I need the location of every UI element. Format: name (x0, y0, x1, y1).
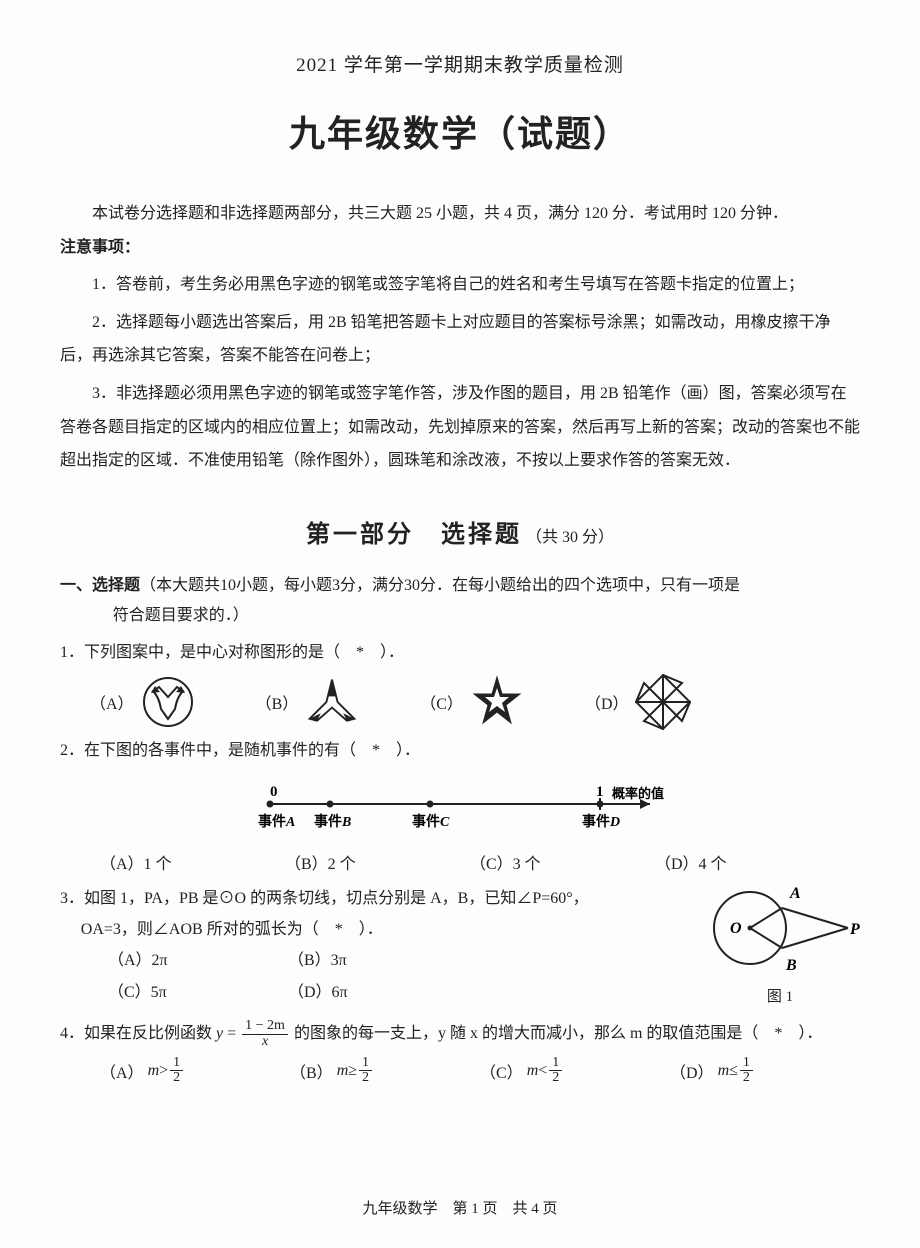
q3-opt-b: （B）3π (288, 945, 468, 977)
q4-opt-a: （A） m > 12 (100, 1056, 290, 1086)
shield-arrows-icon (140, 674, 196, 730)
q1-opt-c: （C） (420, 674, 525, 730)
section-1-title: 第一部分 选择题 （共 30 分） (60, 514, 860, 549)
q3-options: （A）2π （B）3π （C）5π （D）6π (108, 945, 468, 1009)
q1-opt-a: （A） (90, 674, 196, 730)
notice-heading: 注意事项： (60, 231, 860, 265)
section-1-main: 第一部分 选择题 (306, 522, 522, 548)
exam-title: 九年级数学（试题） (60, 105, 860, 157)
svg-text:B: B (785, 957, 797, 974)
svg-text:事件B: 事件B (314, 813, 351, 830)
tripod-star-icon (304, 674, 360, 730)
q2-opt-a: （A）1 个 (100, 850, 285, 874)
five-point-star-icon (469, 674, 525, 730)
q3-opt-d: （D）6π (288, 977, 468, 1009)
q2-numberline: 0 1 概率的值 事件A 事件B 事件C 事件D (60, 782, 860, 840)
exam-page: 2021 学年第一学期期末教学质量检测 九年级数学（试题） 本试卷分选择题和非选… (0, 0, 920, 1248)
exam-header: 2021 学年第一学期期末教学质量检测 (60, 50, 860, 77)
nl-note: 概率的值 (612, 786, 664, 801)
svg-text:事件C: 事件C (412, 813, 450, 830)
q3-line2: OA=3，则∠AOB 所对的弧长为（ * ）． (81, 915, 680, 945)
notice-3: 3．非选择题必须用黑色字迹的钢笔或签字笔作答，涉及作图的题目，用 2B 铅笔作（… (60, 377, 860, 478)
q4-options: （A） m > 12 （B） m ≥ 12 （C） m < 12 （D） m ≤… (100, 1056, 860, 1086)
q4-opt-d: （D） m ≤ 12 (670, 1056, 860, 1086)
q2-text: 2．在下图的各事件中，是随机事件的有（ * ）． (60, 736, 860, 766)
nl-one: 1 (596, 784, 604, 800)
q4-opt-c: （C） m < 12 (480, 1056, 670, 1086)
part-i-line2: 符合题目要求的．） (113, 601, 860, 631)
q4-text: 4．如果在反比例函数 y = 1 − 2m x 的图象的每一支上，y 随 x 的… (60, 1019, 860, 1050)
q1-options: （A） （B） （C） (90, 674, 860, 730)
q4-y: y (216, 1025, 223, 1042)
page-footer: 九年级数学 第 1 页 共 4 页 (0, 1197, 920, 1218)
q1-text: 1．下列图案中，是中心对称图形的是（ * ）． (60, 638, 860, 668)
q4-fraction: 1 − 2m x (242, 1019, 288, 1049)
q1-opt-d: （D） (585, 674, 691, 730)
part-i-label: 一、选择题（本大题共10小题，每小题3分，满分30分．在每小题给出的四个选项中，… (60, 571, 860, 632)
q2-opt-b: （B）2 个 (285, 850, 470, 874)
q3-line1: 3．如图 1，PA，PB 是⊙O 的两条切线，切点分别是 A，B，已知∠P=60… (60, 884, 680, 914)
q3-opt-a: （A）2π (108, 945, 288, 977)
svg-text:A: A (789, 885, 801, 902)
q2-opt-c: （C）3 个 (470, 850, 655, 874)
intro-text: 本试卷分选择题和非选择题两部分，共三大题 25 小题，共 4 页，满分 120 … (60, 197, 860, 231)
pinwheel-square-icon (635, 674, 691, 730)
q2-opt-d: （D）4 个 (655, 850, 840, 874)
svg-text:事件A: 事件A (258, 813, 295, 830)
q3: 3．如图 1，PA，PB 是⊙O 的两条切线，切点分别是 A，B，已知∠P=60… (60, 884, 860, 1009)
q4-suffix: 的图象的每一支上，y 随 x 的增大而减小，那么 m 的取值范围是（ * ）． (294, 1025, 822, 1042)
notice-1: 1．答卷前，考生务必用黑色字迹的钢笔或签字笔将自己的姓名和考生号填写在答题卡指定… (60, 268, 860, 302)
q3-figure: A O P B 图 1 (700, 878, 860, 1006)
nl-zero: 0 (270, 784, 278, 800)
q4-opt-b: （B） m ≥ 12 (290, 1056, 480, 1086)
q3-fig-caption: 图 1 (700, 985, 860, 1006)
q1-opt-b: （B） (256, 674, 361, 730)
svg-text:O: O (730, 920, 742, 937)
svg-text:事件D: 事件D (582, 813, 620, 830)
svg-text:P: P (849, 921, 860, 938)
q2-options: （A）1 个 （B）2 个 （C）3 个 （D）4 个 (100, 850, 860, 874)
section-1-sub: （共 30 分） (526, 529, 614, 546)
notice-2: 2．选择题每小题选出答案后，用 2B 铅笔把答题卡上对应题目的答案标号涂黑；如需… (60, 306, 860, 373)
part-i-bold: 一、选择题 (60, 577, 140, 594)
q4-prefix: 4．如果在反比例函数 (60, 1025, 216, 1042)
part-i-rest: （本大题共10小题，每小题3分，满分30分．在每小题给出的四个选项中，只有一项是 (140, 577, 740, 594)
q3-opt-c: （C）5π (108, 977, 288, 1009)
